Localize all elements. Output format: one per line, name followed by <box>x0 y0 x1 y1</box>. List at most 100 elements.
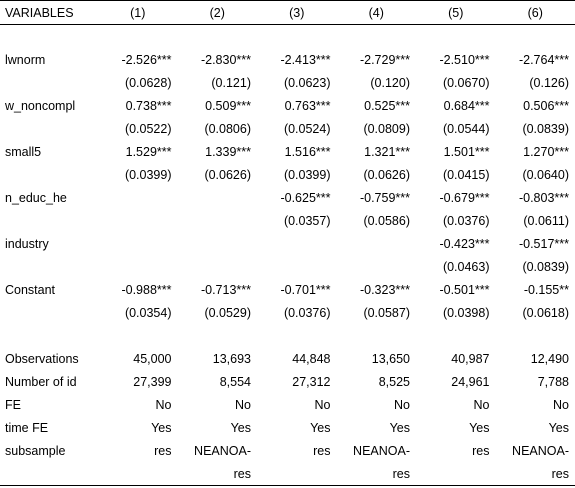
table-cell: (0.0839) <box>522 259 569 274</box>
row-label <box>0 255 98 278</box>
table-cell: -0.803*** <box>518 190 569 205</box>
table-cell: 0.684*** <box>443 98 490 113</box>
table-cell: No <box>553 397 569 412</box>
table-cell <box>178 186 258 209</box>
table-row: lwnorm -2.526*** -2.830*** -2.413*** -2.729*… <box>0 48 575 71</box>
header-model-3: (3) <box>257 0 337 25</box>
table-cell <box>496 25 575 49</box>
table-cell: NEANOA- <box>512 443 569 458</box>
table-cell: 1.270*** <box>523 144 569 159</box>
table-cell: res <box>472 443 490 458</box>
table-cell: -0.625*** <box>280 190 331 205</box>
table-cell: Yes <box>151 420 172 435</box>
table-cell: (0.0626) <box>363 167 410 182</box>
table-cell: (0.0354) <box>124 305 172 320</box>
table-row: res res res <box>0 462 575 486</box>
table-cell <box>98 232 178 255</box>
table-cell: -0.323*** <box>359 282 410 297</box>
row-label: subsample <box>5 443 66 458</box>
table-cell <box>257 25 337 49</box>
table-cell <box>178 25 258 49</box>
table-cell: (0.0586) <box>363 213 410 228</box>
row-label: Observations <box>5 351 79 366</box>
table-cell: Yes <box>230 420 251 435</box>
table-cell <box>257 232 337 255</box>
row-label: n_educ_he <box>5 190 67 205</box>
table-cell <box>98 25 178 49</box>
table-cell: No <box>235 397 251 412</box>
header-model-4: (4) <box>336 0 416 25</box>
header-model-1: (1) <box>98 0 178 25</box>
table-cell <box>98 186 178 209</box>
row-label: lwnorm <box>5 52 46 67</box>
table-cell: res <box>313 443 331 458</box>
table-cell: 7,788 <box>537 374 569 389</box>
table-cell: (0.0618) <box>522 305 569 320</box>
table-cell: 0.506*** <box>523 98 569 113</box>
table-cell: -0.713*** <box>200 282 251 297</box>
table-cell: 27,312 <box>292 374 331 389</box>
table-cell: (0.0522) <box>124 121 172 136</box>
table-cell <box>178 232 258 255</box>
table-row: (0.0354) (0.0529) (0.0376) (0.0587) (0.0398)… <box>0 301 575 324</box>
table-cell: -2.764*** <box>518 52 569 67</box>
table-cell: 45,000 <box>133 351 172 366</box>
table-cell <box>257 324 337 347</box>
header-model-5: (5) <box>416 0 496 25</box>
table-cell: (0.0806) <box>204 121 251 136</box>
table-cell <box>416 25 496 49</box>
table-cell: -2.526*** <box>121 52 172 67</box>
table-cell: (0.0626) <box>204 167 251 182</box>
table-cell <box>98 324 178 347</box>
table-cell: -0.679*** <box>439 190 490 205</box>
row-label: FE <box>5 397 21 412</box>
table-cell: 44,848 <box>292 351 331 366</box>
table-cell: (0.0376) <box>283 305 331 320</box>
table-row: Observations 45,000 13,693 44,848 13,650 40,9… <box>0 347 575 370</box>
table-cell: NEANOA- <box>194 443 251 458</box>
table-cell: 1.321*** <box>364 144 410 159</box>
table-cell: (0.126) <box>529 75 569 90</box>
row-label <box>0 117 98 140</box>
table-cell: (0.0399) <box>124 167 172 182</box>
table-cell: -2.413*** <box>280 52 331 67</box>
table-cell: -2.729*** <box>359 52 410 67</box>
table-cell: 12,490 <box>530 351 569 366</box>
table-body: lwnorm -2.526*** -2.830*** -2.413*** -2.729*… <box>0 25 575 486</box>
table-cell: (0.0587) <box>363 305 410 320</box>
table-cell: 0.525*** <box>364 98 410 113</box>
table-cell: 8,554 <box>219 374 251 389</box>
row-label: w_noncompl <box>5 98 76 113</box>
table-cell: -0.501*** <box>439 282 490 297</box>
table-cell: NEANOA- <box>353 443 410 458</box>
table-row: Constant -0.988*** -0.713*** -0.701*** -0.32… <box>0 278 575 301</box>
table-cell: 0.509*** <box>205 98 251 113</box>
table-cell <box>337 324 417 347</box>
table-header: VARIABLES (1) (2) (3) (4) (5) (6) <box>0 0 575 25</box>
table-cell <box>416 324 496 347</box>
table-cell: (0.0544) <box>442 121 490 136</box>
table-cell <box>98 462 178 486</box>
row-label: small5 <box>5 144 42 159</box>
table-cell: (0.121) <box>211 75 251 90</box>
table-cell: (0.0809) <box>363 121 410 136</box>
table-cell: (0.0463) <box>442 259 490 274</box>
table-cell: 40,987 <box>451 351 490 366</box>
table-cell: -0.423*** <box>439 236 490 251</box>
table-cell: Yes <box>389 420 410 435</box>
table-cell: No <box>394 397 410 412</box>
row-label <box>0 301 98 324</box>
table-cell: 1.501*** <box>443 144 490 159</box>
table-row: industry -0.423*** -0.517*** <box>0 232 575 255</box>
table-cell: res <box>336 462 416 486</box>
table-cell: (0.0376) <box>442 213 490 228</box>
table-row: (0.0399) (0.0626) (0.0399) (0.0626) (0.0415)… <box>0 163 575 186</box>
row-label: time FE <box>5 420 49 435</box>
table-row <box>0 25 575 49</box>
row-label <box>0 462 98 486</box>
table-cell: (0.0357) <box>283 213 331 228</box>
row-label: industry <box>5 236 49 251</box>
table-cell: -0.517*** <box>518 236 569 251</box>
table-cell: 27,399 <box>133 374 172 389</box>
